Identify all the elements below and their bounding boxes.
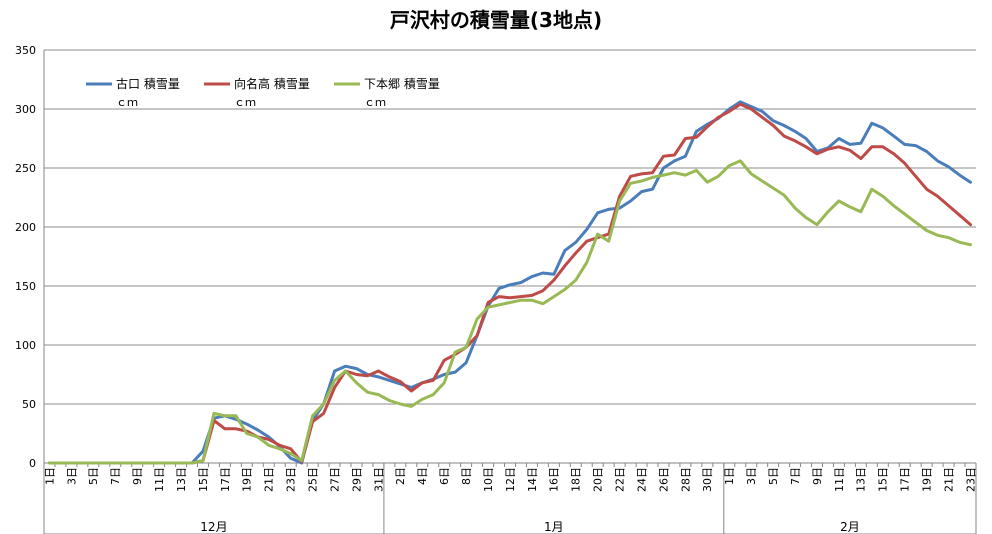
x-tick-label: 1日: [43, 467, 56, 485]
x-tick-label: 27日: [328, 467, 341, 492]
x-tick-label: 13日: [855, 467, 868, 492]
x-tick-label: 3日: [745, 467, 758, 485]
x-tick-label: 1日: [723, 467, 736, 485]
y-tick-label: 300: [15, 103, 36, 116]
x-tick-label: 12日: [504, 467, 517, 492]
x-tick-label: 24日: [635, 467, 648, 492]
x-tick-label: 9日: [811, 467, 824, 485]
x-tick-label: 6日: [438, 467, 451, 485]
x-tick-label: 21日: [942, 467, 955, 492]
series-line-3: [48, 159, 972, 465]
x-tick-label: 23日: [964, 467, 977, 492]
x-tick-label: 17日: [219, 467, 232, 492]
month-label: 1月: [544, 520, 564, 534]
series-line-1: [48, 100, 972, 465]
legend-label-1: 古口 積雪量: [116, 76, 180, 91]
x-tick-label: 26日: [657, 467, 670, 492]
chart-title: 戸沢村の積雪量(3地点): [389, 8, 603, 32]
y-tick-label: 350: [15, 44, 36, 57]
x-tick-label: 2日: [394, 467, 407, 485]
legend-unit-3: ｃｍ: [364, 96, 386, 109]
x-tick-label: 7日: [109, 467, 122, 485]
x-tick-label: 8日: [460, 467, 473, 485]
x-tick-label: 22日: [613, 467, 626, 492]
x-tick-label: 15日: [877, 467, 890, 492]
y-tick-label: 50: [22, 398, 36, 411]
month-label: 12月: [200, 520, 227, 534]
y-tick-label: 200: [15, 221, 36, 234]
x-tick-label: 28日: [679, 467, 692, 492]
x-tick-label: 7日: [789, 467, 802, 485]
x-tick-label: 5日: [767, 467, 780, 485]
x-tick-label: 11日: [153, 467, 166, 492]
x-tick-label: 17日: [899, 467, 912, 492]
x-tick-label: 9日: [131, 467, 144, 485]
month-label: 2月: [840, 520, 860, 534]
x-tick-label: 21日: [263, 467, 276, 492]
legend-label-2: 向名高 積雪量: [234, 76, 310, 91]
x-tick-label: 13日: [175, 467, 188, 492]
x-tick-label: 19日: [921, 467, 934, 492]
x-tick-label: 29日: [350, 467, 363, 492]
x-tick-label: 14日: [526, 467, 539, 492]
x-tick-label: 4日: [416, 467, 429, 485]
legend-unit-1: ｃｍ: [116, 96, 138, 109]
y-tick-label: 0: [29, 457, 36, 470]
x-tick-label: 5日: [87, 467, 100, 485]
x-tick-label: 20日: [592, 467, 605, 492]
y-tick-label: 100: [15, 339, 36, 352]
x-tick-label: 3日: [65, 467, 78, 485]
y-tick-label: 250: [15, 162, 36, 175]
x-tick-label: 30日: [701, 467, 714, 492]
x-tick-label: 18日: [570, 467, 583, 492]
x-tick-label: 10日: [482, 467, 495, 492]
x-tick-label: 11日: [833, 467, 846, 492]
x-tick-label: 16日: [548, 467, 561, 492]
x-tick-label: 23日: [285, 467, 298, 492]
x-tick-label: 19日: [241, 467, 254, 492]
y-tick-label: 150: [15, 280, 36, 293]
legend-label-3: 下本郷 積雪量: [364, 76, 440, 91]
legend-unit-2: ｃｍ: [234, 96, 256, 109]
x-tick-label: 25日: [306, 467, 319, 492]
x-tick-label: 15日: [197, 467, 210, 492]
x-tick-label: 31日: [372, 467, 385, 492]
